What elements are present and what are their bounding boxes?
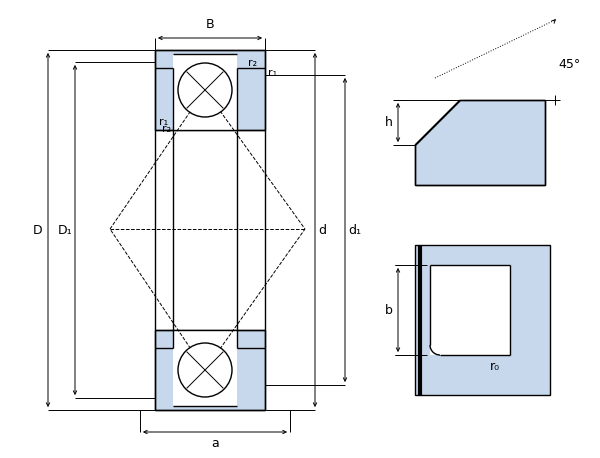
Text: B: B	[206, 18, 214, 31]
Text: r₂: r₂	[162, 124, 171, 134]
Text: r₀: r₀	[490, 360, 500, 373]
Text: r₁: r₁	[159, 117, 168, 127]
Polygon shape	[430, 265, 510, 355]
Polygon shape	[173, 54, 237, 130]
Polygon shape	[155, 330, 265, 410]
Text: r₁: r₁	[268, 68, 277, 78]
Text: a: a	[211, 437, 219, 450]
Circle shape	[178, 343, 232, 397]
Circle shape	[178, 63, 232, 117]
Polygon shape	[415, 100, 545, 185]
Text: b: b	[385, 304, 393, 316]
Text: d: d	[318, 224, 326, 236]
Text: d₁: d₁	[348, 224, 361, 236]
Polygon shape	[415, 245, 550, 395]
Text: r₂: r₂	[248, 58, 257, 68]
Polygon shape	[173, 330, 237, 406]
Text: h: h	[385, 116, 393, 129]
Text: D₁: D₁	[58, 224, 72, 236]
Polygon shape	[155, 50, 265, 130]
Text: D: D	[32, 224, 42, 236]
Text: 45°: 45°	[558, 59, 580, 71]
